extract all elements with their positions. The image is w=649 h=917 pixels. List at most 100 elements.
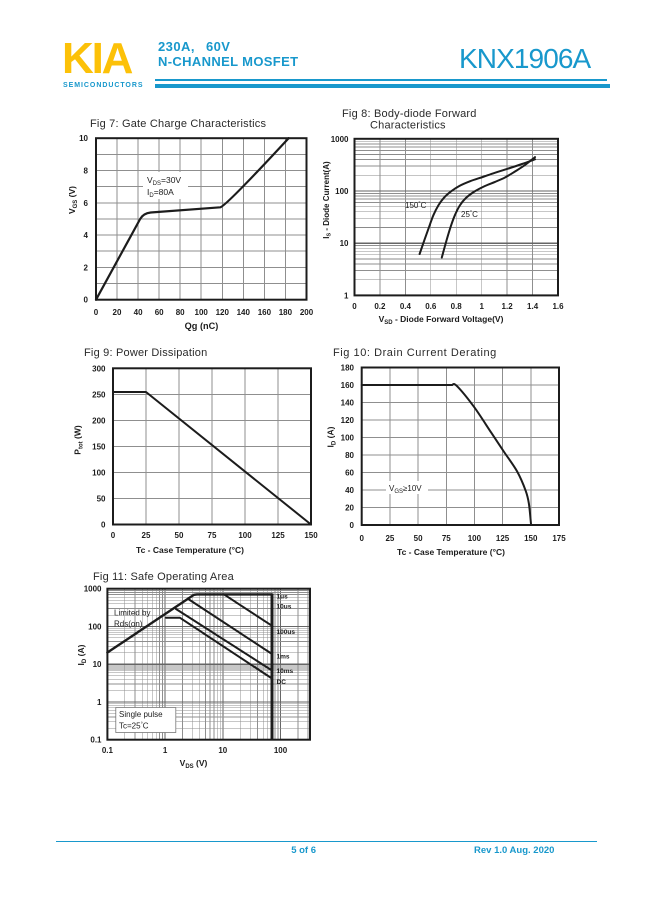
svg-text:60: 60 xyxy=(345,469,354,478)
svg-text:140: 140 xyxy=(237,308,251,317)
svg-text:100: 100 xyxy=(274,746,288,755)
svg-text:Tc - Case Temperature (°C): Tc - Case Temperature (°C) xyxy=(397,547,505,557)
svg-text:0.1: 0.1 xyxy=(90,736,102,745)
svg-text:100: 100 xyxy=(335,187,349,196)
svg-text:300: 300 xyxy=(92,364,106,373)
svg-text:ID (A): ID (A) xyxy=(76,644,88,665)
svg-text:20: 20 xyxy=(113,308,122,317)
svg-text:10: 10 xyxy=(93,660,102,669)
svg-text:1ms: 1ms xyxy=(277,654,290,661)
svg-text:140: 140 xyxy=(341,399,355,408)
svg-text:250: 250 xyxy=(92,390,106,399)
svg-text:0: 0 xyxy=(359,534,364,543)
svg-text:1: 1 xyxy=(97,698,102,707)
svg-text:120: 120 xyxy=(341,416,355,425)
svg-text:80: 80 xyxy=(345,451,354,460)
svg-text:100us: 100us xyxy=(277,629,296,636)
svg-text:160: 160 xyxy=(341,381,355,390)
svg-text:125: 125 xyxy=(271,531,285,540)
svg-text:VDS (V): VDS (V) xyxy=(180,758,208,770)
svg-text:6: 6 xyxy=(84,199,89,208)
svg-text:100: 100 xyxy=(92,468,106,477)
svg-text:1: 1 xyxy=(344,291,349,300)
svg-text:150: 150 xyxy=(524,534,538,543)
svg-text:VGS (V): VGS (V) xyxy=(67,186,79,214)
svg-text:Fig 8: Body-diode Forward: Fig 8: Body-diode Forward xyxy=(342,108,477,120)
svg-text:0.1: 0.1 xyxy=(102,746,114,755)
svg-text:75: 75 xyxy=(208,531,217,540)
svg-text:10us: 10us xyxy=(277,604,292,611)
svg-text:40: 40 xyxy=(345,486,354,495)
svg-text:0.8: 0.8 xyxy=(451,302,463,311)
svg-text:Characteristics: Characteristics xyxy=(370,120,446,132)
svg-text:0.6: 0.6 xyxy=(425,302,437,311)
svg-text:200: 200 xyxy=(300,308,314,317)
svg-text:Fig 9: Power Dissipation: Fig 9: Power Dissipation xyxy=(84,347,207,359)
svg-text:50: 50 xyxy=(97,495,106,504)
svg-text:2: 2 xyxy=(84,263,89,272)
svg-text:Ptot (W): Ptot (W) xyxy=(73,425,85,455)
svg-text:50: 50 xyxy=(175,531,184,540)
svg-text:100: 100 xyxy=(238,531,252,540)
svg-text:Single pulse: Single pulse xyxy=(119,710,163,719)
svg-text:160: 160 xyxy=(258,308,272,317)
svg-text:20: 20 xyxy=(345,504,354,513)
svg-text:Fig 10: Drain Current Derating: Fig 10: Drain Current Derating xyxy=(333,347,497,359)
svg-text:1: 1 xyxy=(163,746,168,755)
svg-text:Qg (nC): Qg (nC) xyxy=(185,321,219,331)
svg-text:100: 100 xyxy=(468,534,482,543)
svg-text:10ms: 10ms xyxy=(277,668,294,675)
svg-text:Tc - Case Temperature (°C): Tc - Case Temperature (°C) xyxy=(136,545,244,555)
svg-text:VDS=30V: VDS=30V xyxy=(147,175,181,187)
svg-text:100: 100 xyxy=(88,623,102,632)
svg-text:180: 180 xyxy=(279,308,293,317)
svg-text:150°C: 150°C xyxy=(405,201,427,210)
svg-text:125: 125 xyxy=(496,534,510,543)
svg-text:175: 175 xyxy=(552,534,566,543)
svg-text:Fig 11: Safe Operating Area: Fig 11: Safe Operating Area xyxy=(93,571,235,583)
svg-text:150: 150 xyxy=(92,442,106,451)
svg-text:1000: 1000 xyxy=(84,585,102,594)
svg-text:0.4: 0.4 xyxy=(400,302,412,311)
svg-text:VSD - Diode Forward Voltage(V): VSD - Diode Forward Voltage(V) xyxy=(379,314,504,326)
svg-text:40: 40 xyxy=(134,308,143,317)
svg-text:120: 120 xyxy=(216,308,230,317)
svg-text:DC: DC xyxy=(277,679,287,686)
svg-text:Limited by: Limited by xyxy=(114,609,150,618)
svg-text:200: 200 xyxy=(92,416,106,425)
svg-text:180: 180 xyxy=(341,364,355,373)
svg-text:0.2: 0.2 xyxy=(374,302,386,311)
svg-text:0: 0 xyxy=(84,296,89,305)
svg-text:25°C: 25°C xyxy=(461,210,478,219)
svg-text:IS - Diode Current(A): IS - Diode Current(A) xyxy=(322,161,333,239)
svg-text:Fig 7: Gate Charge Characteris: Fig 7: Gate Charge Characteristics xyxy=(90,118,266,130)
svg-text:75: 75 xyxy=(442,534,451,543)
svg-text:0: 0 xyxy=(111,531,116,540)
svg-text:100: 100 xyxy=(195,308,209,317)
svg-text:Rds(on): Rds(on) xyxy=(114,620,143,629)
svg-text:0: 0 xyxy=(350,521,355,530)
svg-text:8: 8 xyxy=(84,167,89,176)
svg-text:60: 60 xyxy=(155,308,164,317)
svg-text:ID (A): ID (A) xyxy=(326,426,338,447)
svg-text:0: 0 xyxy=(352,302,357,311)
svg-text:VGS≥10V: VGS≥10V xyxy=(389,484,422,495)
svg-text:150: 150 xyxy=(304,531,318,540)
svg-text:10: 10 xyxy=(218,746,227,755)
svg-text:80: 80 xyxy=(176,308,185,317)
svg-text:1: 1 xyxy=(479,302,484,311)
svg-text:0: 0 xyxy=(94,308,99,317)
svg-text:10: 10 xyxy=(340,239,349,248)
svg-text:1.2: 1.2 xyxy=(502,302,514,311)
svg-text:1us: 1us xyxy=(277,594,289,601)
svg-text:25: 25 xyxy=(142,531,151,540)
svg-text:10: 10 xyxy=(79,134,88,143)
svg-text:1000: 1000 xyxy=(331,135,349,144)
svg-text:1.4: 1.4 xyxy=(527,302,539,311)
svg-text:1.6: 1.6 xyxy=(552,302,564,311)
svg-text:50: 50 xyxy=(414,534,423,543)
svg-text:25: 25 xyxy=(385,534,394,543)
svg-text:0: 0 xyxy=(101,521,106,530)
svg-text:4: 4 xyxy=(84,231,89,240)
svg-text:ID=80A: ID=80A xyxy=(147,187,174,199)
